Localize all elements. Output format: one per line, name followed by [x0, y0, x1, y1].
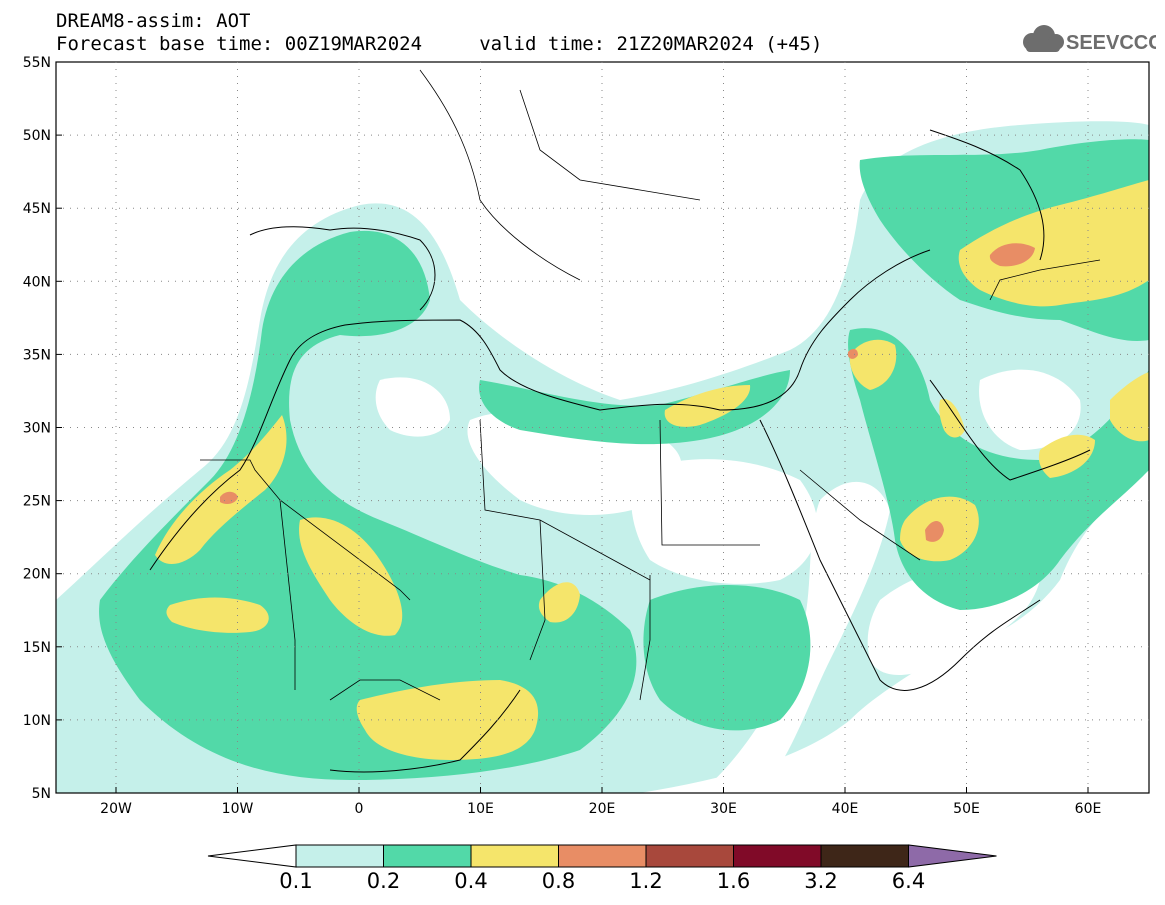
colorbar-segment — [383, 844, 472, 868]
colorbar-label: 0.2 — [366, 869, 401, 893]
colorbar-label: 0.1 — [279, 869, 313, 893]
country-borders — [200, 69, 1101, 701]
lon-tick-label: 10W — [222, 801, 254, 817]
lon-tick-label: 20W — [100, 801, 132, 817]
aot-contours — [56, 121, 1149, 793]
aot-level-0.4 — [155, 180, 1149, 760]
colorbar-label: 1.6 — [716, 869, 751, 893]
colorbar-label: 0.4 — [454, 869, 488, 893]
colorbar-label: 6.4 — [891, 869, 926, 893]
lon-tick-label: 30E — [710, 801, 737, 817]
colorbar-segment — [645, 844, 734, 868]
seevccc-logo: SEEVCCC — [1023, 25, 1156, 54]
colorbar-segment — [558, 844, 647, 868]
colorbar-label: 3.2 — [804, 869, 838, 893]
lon-tick-label: 20E — [589, 801, 616, 817]
lat-tick-label: 50N — [23, 128, 51, 144]
lat-tick-label: 25N — [23, 494, 51, 510]
cloud-icon — [1023, 25, 1064, 52]
lon-tick-label: 60E — [1075, 801, 1102, 817]
coastlines — [149, 129, 1091, 773]
lon-tick-label: 0 — [355, 801, 364, 817]
colorbar-segment — [733, 844, 822, 868]
lat-tick-label: 5N — [32, 786, 51, 802]
lat-tick-label: 35N — [23, 347, 51, 363]
lat-tick-label: 10N — [23, 713, 51, 729]
colorbar-segment — [820, 844, 909, 868]
lat-tick-label: 55N — [23, 55, 51, 71]
lat-tick-label: 45N — [23, 201, 51, 217]
lat-tick-label: 40N — [23, 274, 51, 290]
colorbar-segment — [295, 844, 384, 868]
lat-tick-label: 30N — [23, 421, 51, 437]
lat-tick-label: 15N — [23, 640, 51, 656]
colorbar-overflow — [908, 844, 997, 868]
colorbar — [207, 844, 997, 868]
colorbar-underflow — [207, 844, 297, 868]
lon-tick-label: 40E — [832, 801, 859, 817]
lon-tick-label: 10E — [467, 801, 494, 817]
colorbar-label: 1.2 — [629, 869, 663, 893]
colorbar-segment — [470, 844, 559, 868]
lon-tick-label: 50E — [953, 801, 980, 817]
axis-ticks: 55N 50N 45N 40N 35N 30N 25N 20N 15N 10N 5N 20W 10W 0 1… — [23, 55, 1102, 817]
forecast-time-line: Forecast base time: 00Z19MAR2024 valid t… — [56, 33, 823, 55]
colorbar-label: 0.8 — [541, 869, 576, 893]
map-title: DREAM8-assim: AOT — [56, 10, 251, 32]
grid-lines — [56, 62, 1149, 793]
logo-text: SEEVCCC — [1066, 32, 1156, 54]
lat-tick-label: 20N — [23, 567, 51, 583]
